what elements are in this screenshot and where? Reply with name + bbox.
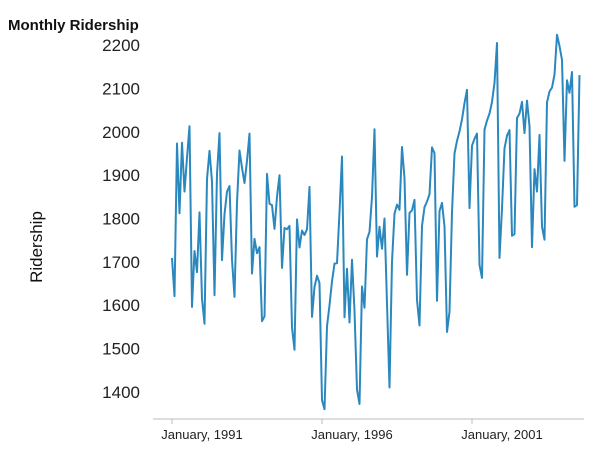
chart-title: Monthly Ridership — [8, 17, 139, 34]
x-tick-label: January, 1991 — [161, 427, 242, 442]
y-tick-label: 1700 — [102, 253, 140, 272]
y-tick-label: 1400 — [102, 383, 140, 402]
x-tick-label: January, 1996 — [311, 427, 392, 442]
x-tick-label: January, 2001 — [461, 427, 542, 442]
y-tick-label: 2000 — [102, 123, 140, 142]
y-axis: 1400 1500 1600 1700 1800 1900 2000 2100 2200 — [102, 36, 140, 402]
y-tick-label: 2100 — [102, 80, 140, 99]
y-tick-label: 1500 — [102, 340, 140, 359]
y-tick-label: 2200 — [102, 36, 140, 55]
x-axis: January, 1991 January, 1996 January, 2001 — [161, 419, 543, 442]
ridership-series-line — [171, 33, 581, 411]
y-axis-title: Ridership — [27, 211, 46, 283]
y-tick-label: 1900 — [102, 166, 140, 185]
y-tick-label: 1800 — [102, 210, 140, 229]
y-tick-label: 1600 — [102, 296, 140, 315]
